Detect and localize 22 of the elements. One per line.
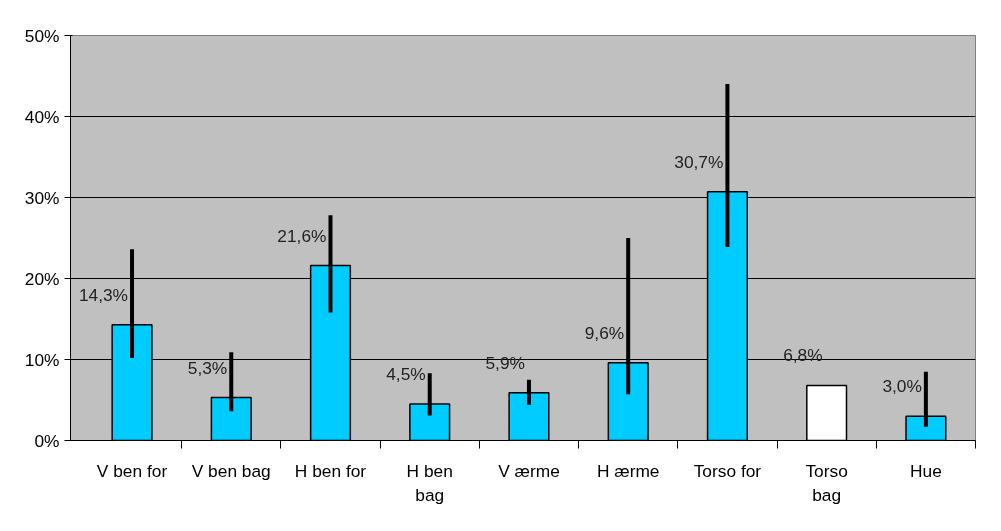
data-label: 4,5%	[386, 364, 426, 385]
data-label: 3,0%	[882, 376, 922, 397]
y-tick-label: 10%	[24, 349, 60, 370]
data-label: 9,6%	[584, 322, 625, 343]
x-tick-label: Torso bag	[805, 460, 848, 505]
data-label: 5,3%	[187, 357, 228, 378]
y-tick-label: 20%	[24, 268, 60, 289]
y-tick-label: 0%	[34, 430, 60, 451]
x-tick-label: Hue	[909, 460, 942, 481]
x-tick-label: V ærme	[498, 460, 560, 481]
y-tick-label: 50%	[24, 25, 60, 46]
data-label: 30,7%	[674, 151, 724, 172]
x-tick-label: Torso for	[693, 460, 762, 481]
data-label: 14,3%	[78, 284, 129, 305]
y-tick-label: 30%	[24, 187, 60, 208]
x-tick-label: H ærme	[596, 460, 660, 481]
x-tick-label: V ben for	[96, 460, 168, 481]
y-tick-label: 40%	[24, 106, 60, 127]
x-tick-label: H ben for	[294, 460, 367, 481]
data-label: 21,6%	[277, 225, 327, 246]
x-tick-label: H ben bag	[406, 460, 453, 505]
x-tick-label: V ben bag	[191, 460, 271, 481]
